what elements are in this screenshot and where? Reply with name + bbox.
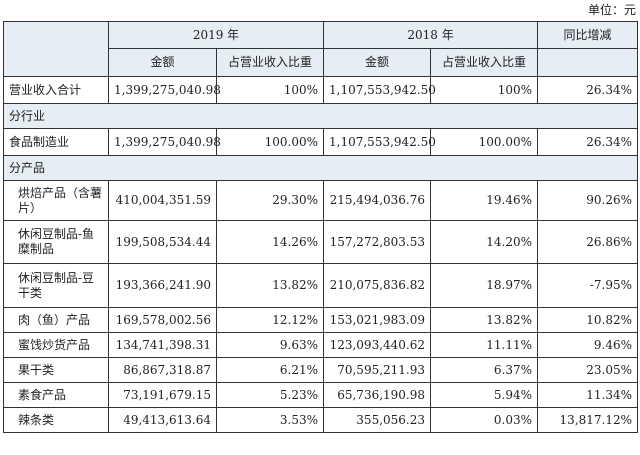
product-pct-2018: 19.46% (430, 180, 539, 221)
product-row: 烘焙产品（含薯片） 410,004,351.59 29.30% 215,494,036… (3, 180, 639, 221)
section-industry: 分行业 (2, 103, 639, 129)
product-name: 果干类 (3, 357, 109, 383)
industry-pct-2018: 100.00% (430, 128, 539, 156)
total-yoy: 26.34% (537, 76, 639, 104)
product-pct-2019: 5.23% (215, 382, 325, 408)
header-row-years: 2019 年 2018 年 同比增减 (3, 21, 639, 77)
header-empty-cell (3, 21, 109, 77)
product-pct-2019: 3.53% (215, 407, 325, 433)
product-yoy: 9.46% (537, 332, 639, 358)
product-amt-2019: 199,508,534.44 (108, 220, 217, 264)
header-share-2018: 占营业收入比重 (430, 48, 539, 77)
section-product-row: 分产品 (2, 155, 639, 181)
product-amt-2019: 73,191,679.15 (108, 382, 217, 408)
product-name: 素食产品 (3, 382, 109, 408)
product-yoy: 90.26% (537, 180, 639, 221)
product-amt-2018: 210,075,836.82 (323, 263, 432, 308)
product-amt-2018: 70,595,211.93 (323, 357, 432, 383)
product-amt-2018: 157,272,803.53 (323, 220, 432, 264)
product-row: 休闲豆制品-鱼糜制品 199,508,534.44 14.26% 157,272,80… (3, 220, 639, 264)
product-amt-2019: 169,578,002.56 (108, 307, 217, 333)
product-row: 素食产品 73,191,679.15 5.23% 65,736,190.98 5.94%… (3, 382, 639, 408)
product-name: 休闲豆制品-豆干类 (3, 263, 109, 308)
product-yoy: 26.86% (537, 220, 639, 264)
industry-amt-2018: 1,107,553,942.50 (323, 128, 436, 156)
product-yoy: -7.95% (537, 263, 639, 308)
header-share-2019: 占营业收入比重 (215, 48, 325, 77)
total-name: 营业收入合计 (3, 76, 109, 104)
product-pct-2019: 6.21% (215, 357, 325, 383)
product-name: 休闲豆制品-鱼糜制品 (3, 220, 109, 264)
header-amount-2019: 金额 (108, 48, 217, 77)
product-amt-2018: 355,056.23 (323, 407, 432, 433)
unit-label: 单位：元 (587, 3, 636, 17)
header-yoy: 同比增减 (537, 21, 639, 49)
industry-pct-2019: 100.00% (215, 128, 325, 156)
product-pct-2019: 14.26% (215, 220, 325, 264)
product-name: 辣条类 (3, 407, 109, 433)
product-yoy: 10.82% (537, 307, 639, 333)
product-pct-2018: 18.97% (430, 263, 539, 308)
product-row: 辣条类 49,413,613.64 3.53% 355,056.23 0.03% 13,8… (3, 407, 639, 433)
product-pct-2018: 5.94% (430, 382, 539, 408)
header-yoy-blank (537, 48, 639, 77)
product-pct-2018: 0.03% (430, 407, 539, 433)
section-industry-row: 分行业 (2, 103, 639, 129)
product-amt-2019: 193,366,241.90 (108, 263, 217, 308)
product-amt-2018: 123,093,440.62 (323, 332, 432, 358)
industry-amt-2019: 1,399,275,040.98 (108, 128, 221, 156)
product-pct-2018: 11.11% (430, 332, 539, 358)
product-pct-2019: 12.12% (215, 307, 325, 333)
header-2018: 2018 年 (323, 21, 539, 49)
product-amt-2018: 215,494,036.76 (323, 180, 432, 221)
product-row: 休闲豆制品-豆干类 193,366,241.90 13.82% 210,075,836… (3, 263, 639, 308)
total-amt-2018: 1,107,553,942.50 (323, 76, 436, 104)
product-row: 蜜饯炒货产品 134,741,398.31 9.63% 123,093,440.62 1… (3, 332, 639, 358)
header-amount-2018: 金额 (323, 48, 432, 77)
product-amt-2019: 134,741,398.31 (108, 332, 217, 358)
product-pct-2019: 29.30% (215, 180, 325, 221)
total-row: 营业收入合计 1,399,275,040.98 100% 1,107,553,9… (3, 76, 639, 104)
product-row: 肉（鱼）产品 169,578,002.56 12.12% 153,021,983.09… (3, 307, 639, 333)
product-pct-2018: 14.20% (430, 220, 539, 264)
product-yoy: 11.34% (537, 382, 639, 408)
total-pct-2019: 100% (215, 76, 325, 104)
product-row: 果干类 86,867,318.87 6.21% 70,595,211.93 6.37% 2… (3, 357, 639, 383)
product-amt-2019: 86,867,318.87 (108, 357, 217, 383)
industry-yoy: 26.34% (537, 128, 639, 156)
header-row-columns: 金额 占营业收入比重 金额 占营业收入比重 (4, 48, 639, 77)
product-amt-2019: 49,413,613.64 (108, 407, 217, 433)
section-product: 分产品 (2, 155, 639, 181)
total-amt-2019: 1,399,275,040.98 (108, 76, 221, 104)
product-name: 烘焙产品（含薯片） (3, 180, 109, 221)
product-name: 肉（鱼）产品 (3, 307, 109, 333)
product-yoy: 23.05% (537, 357, 639, 383)
revenue-table: 2019 年 2018 年 同比增减 金额 占营业收入比重 金额 占营业收入比重… (2, 21, 639, 433)
industry-name: 食品制造业 (3, 128, 109, 156)
product-amt-2019: 410,004,351.59 (108, 180, 217, 221)
industry-row: 食品制造业 1,399,275,040.98 100.00% 1,107,553… (3, 128, 639, 156)
header-2019: 2019 年 (107, 21, 325, 49)
total-pct-2018: 100% (430, 76, 539, 104)
product-amt-2018: 65,736,190.98 (323, 382, 432, 408)
product-amt-2018: 153,021,983.09 (323, 307, 432, 333)
product-name: 蜜饯炒货产品 (3, 332, 109, 358)
product-pct-2018: 6.37% (430, 357, 539, 383)
product-pct-2019: 13.82% (215, 263, 325, 308)
product-yoy: 13,817.12% (537, 407, 639, 433)
product-pct-2019: 9.63% (215, 332, 325, 358)
product-pct-2018: 13.82% (430, 307, 539, 333)
